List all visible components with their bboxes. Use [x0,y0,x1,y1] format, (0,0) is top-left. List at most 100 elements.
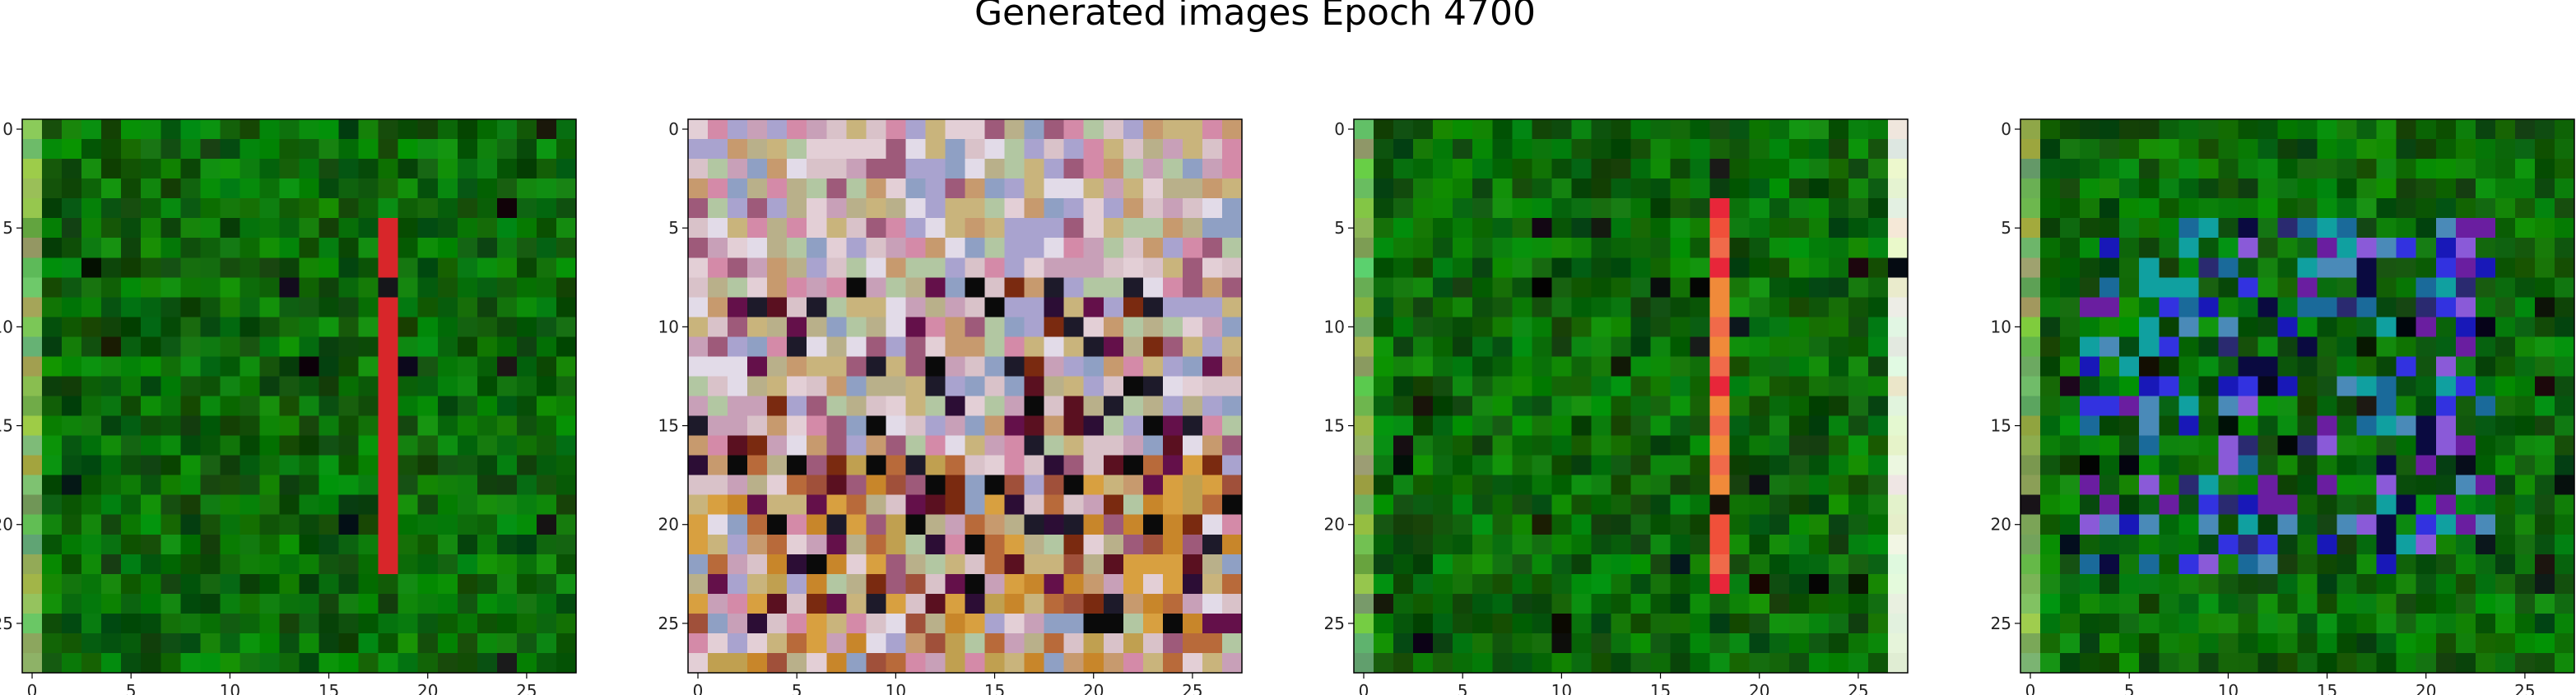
pixel-cell [2475,593,2496,614]
pixel-cell [1551,534,1572,555]
pixel-cell [1532,632,1552,654]
pixel-cell [2119,119,2140,140]
pixel-cell [945,159,966,179]
pixel-cell [2080,297,2100,317]
pixel-cell [1024,257,1045,278]
pixel-cell [2396,178,2417,199]
x-tick-label: 0 [1359,681,1369,695]
pixel-cell [1887,534,1909,555]
pixel-cell [925,257,946,278]
pixel-cell [2534,632,2555,654]
pixel-cell [338,514,360,535]
pixel-cell [1472,554,1493,575]
pixel-cell [2297,178,2318,199]
pixel-cell [787,218,807,239]
pixel-cell [417,218,439,239]
pixel-cell [984,336,1006,358]
pixel-cell [239,238,261,258]
pixel-cell [536,356,557,378]
pixel-cell [1221,435,1243,456]
pixel-cell [2040,159,2061,179]
pixel-cell [1354,277,1374,298]
pixel-cell [81,554,102,575]
pixel-cell [299,632,320,654]
pixel-cell [866,178,886,199]
pixel-cell [239,613,261,634]
pixel-cell [1611,652,1632,674]
pixel-cell [2317,119,2338,140]
pixel-cell [477,297,498,317]
pixel-cell [1221,455,1243,476]
pixel-cell [2099,317,2120,337]
pixel-cell [708,198,728,219]
pixel-cell [984,613,1006,634]
pixel-cell [2139,593,2160,614]
pixel-cell [160,119,181,140]
pixel-cell [101,415,122,437]
pixel-cell [2554,297,2575,317]
pixel-cell [767,475,788,496]
pixel-cell [1867,178,1889,199]
pixel-cell [2257,652,2279,674]
pixel-cell [984,297,1006,317]
pixel-cell [378,317,399,337]
pixel-cell [42,238,63,258]
pixel-cell [1004,415,1025,437]
pixel-cell [1393,297,1414,317]
image-3-pixels [1354,119,1909,674]
pixel-cell [2119,178,2140,199]
pixel-cell [807,356,827,378]
pixel-cell [1729,317,1751,337]
pixel-cell [2416,178,2437,199]
pixel-cell [945,494,966,516]
pixel-cell [2257,297,2279,317]
pixel-cell [767,494,788,516]
pixel-cell [2277,297,2299,317]
pixel-cell [496,593,518,614]
pixel-cell [1551,593,1572,614]
pixel-cell [2178,613,2199,634]
pixel-cell [398,119,419,140]
pixel-cell [1413,573,1434,595]
pixel-cell [22,277,43,298]
pixel-cell [905,593,927,614]
pixel-cell [747,139,768,160]
pixel-cell [866,415,886,437]
pixel-cell [2257,317,2279,337]
pixel-cell [2020,257,2041,278]
pixel-cell [1024,593,1045,614]
pixel-cell [1142,455,1164,476]
pixel-cell [1729,514,1751,535]
pixel-cell [1611,534,1632,555]
pixel-cell [62,297,82,317]
pixel-cell [2554,593,2575,614]
pixel-cell [1083,554,1104,575]
pixel-cell [1374,238,1394,258]
pixel-cell [1433,238,1453,258]
pixel-cell [1063,593,1085,614]
pixel-cell [1024,554,1045,575]
pixel-cell [1808,534,1830,555]
pixel-cell [2376,534,2397,555]
pixel-cell [1374,376,1394,397]
pixel-cell [2099,475,2120,496]
pixel-cell [239,514,261,535]
pixel-cell [1808,218,1830,239]
pixel-cell [1769,178,1790,199]
pixel-cell [180,277,201,298]
pixel-cell [747,534,768,555]
pixel-cell [2455,317,2476,337]
pixel-cell [2396,514,2417,535]
pixel-cell [1512,218,1532,239]
pixel-cell [1690,218,1711,239]
pixel-cell [239,396,261,417]
pixel-cell [536,336,557,358]
pixel-cell [1788,435,1810,456]
pixel-cell [2455,218,2476,239]
pixel-cell [121,238,142,258]
pixel-cell [2178,178,2199,199]
pixel-cell [279,218,300,239]
pixel-cell [160,396,181,417]
pixel-cell [1492,435,1513,456]
pixel-cell [688,356,709,378]
